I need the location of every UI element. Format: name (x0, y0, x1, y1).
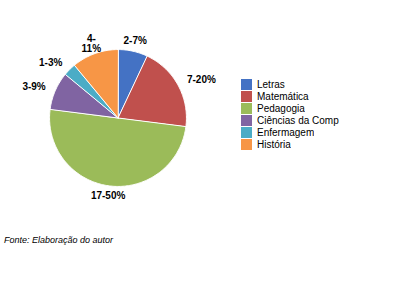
svg-text:3-9%: 3-9% (22, 81, 45, 92)
svg-text:17-50%: 17-50% (91, 190, 126, 201)
html-text:Matemática: Matemática (257, 91, 309, 102)
html-text:Ciências da Comp: Ciências da Comp (257, 115, 339, 126)
html-text:Enfermagem: Enfermagem (257, 127, 315, 138)
html-text:Fonte: Elaboração do autor: Fonte: Elaboração do autor (4, 235, 114, 245)
html-text:Letras: Letras (257, 79, 285, 90)
svg-text:7-20%: 7-20% (187, 74, 216, 85)
html-text:História: História (257, 139, 291, 150)
svg-text:2-7%: 2-7% (123, 35, 146, 46)
svg-text:1-3%: 1-3% (39, 57, 62, 68)
html-text:Pedagogia: Pedagogia (257, 103, 305, 114)
svg-text:4-11%: 4-11% (82, 33, 102, 54)
